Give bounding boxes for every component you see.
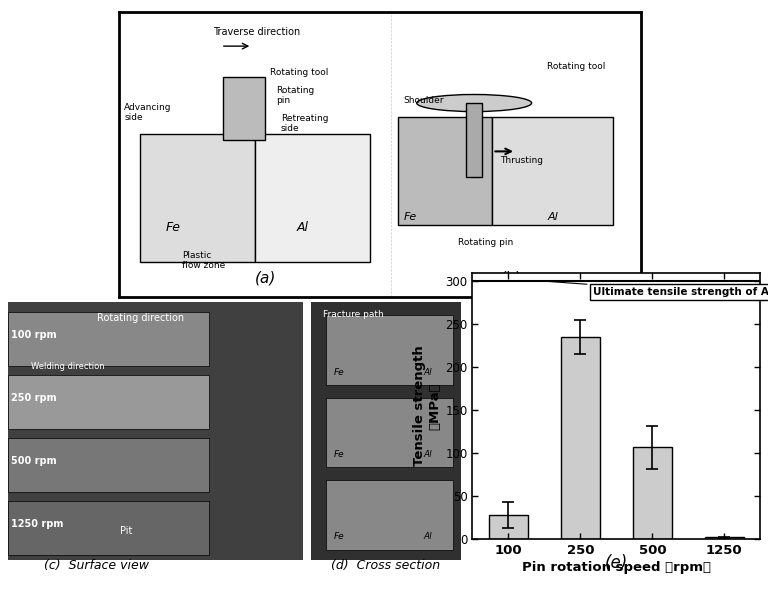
- Bar: [8, 438, 209, 492]
- Text: Pit: Pit: [120, 527, 132, 536]
- Bar: [8, 311, 209, 365]
- Text: Rotating tool: Rotating tool: [270, 68, 329, 77]
- Text: Rotating
pin: Rotating pin: [276, 86, 314, 105]
- Text: Al: Al: [296, 221, 309, 234]
- Bar: [488, 515, 528, 539]
- Text: Al: Al: [423, 450, 432, 459]
- Text: Al: Al: [548, 211, 558, 222]
- Text: Retreating
side: Retreating side: [281, 114, 329, 134]
- Text: Rotating tool: Rotating tool: [548, 62, 606, 71]
- Text: (b): (b): [500, 270, 521, 285]
- Ellipse shape: [417, 95, 531, 111]
- FancyBboxPatch shape: [140, 134, 255, 262]
- FancyBboxPatch shape: [399, 117, 492, 225]
- Bar: [561, 337, 600, 539]
- FancyBboxPatch shape: [492, 117, 613, 225]
- Text: Fracture path: Fracture path: [323, 310, 383, 319]
- Bar: [326, 480, 453, 550]
- Text: Ultimate tensile strength of A5083: Ultimate tensile strength of A5083: [547, 282, 768, 297]
- Text: Rotating direction: Rotating direction: [98, 313, 184, 322]
- Text: Fe: Fe: [333, 368, 344, 377]
- Text: 1250 rpm: 1250 rpm: [11, 519, 63, 529]
- Text: Al: Al: [423, 368, 432, 377]
- Text: Shoulder: Shoulder: [404, 96, 444, 105]
- Text: 100 rpm: 100 rpm: [11, 329, 56, 340]
- Bar: [704, 537, 744, 539]
- Text: Traverse direction: Traverse direction: [213, 27, 300, 37]
- Text: Al: Al: [423, 533, 432, 541]
- Bar: [633, 447, 672, 539]
- Text: Fe: Fe: [166, 221, 181, 234]
- FancyBboxPatch shape: [255, 134, 369, 262]
- Text: Advancing
side: Advancing side: [124, 102, 172, 122]
- Y-axis label: Tensile strength
（MPa）: Tensile strength （MPa）: [413, 346, 441, 466]
- Bar: [326, 398, 453, 467]
- Text: Fe: Fe: [404, 211, 417, 222]
- Text: (d)  Cross section: (d) Cross section: [331, 559, 441, 572]
- Text: (c)  Surface view: (c) Surface view: [44, 559, 149, 572]
- Text: 500 rpm: 500 rpm: [11, 456, 56, 466]
- Text: Plastic
flow zone: Plastic flow zone: [182, 250, 225, 270]
- Text: Thrusting: Thrusting: [500, 156, 543, 165]
- X-axis label: Pin rotation speed （rpm）: Pin rotation speed （rpm）: [521, 561, 711, 574]
- FancyBboxPatch shape: [223, 77, 265, 140]
- FancyBboxPatch shape: [466, 103, 482, 177]
- Bar: [8, 501, 209, 555]
- Bar: [8, 374, 209, 429]
- Bar: [326, 315, 453, 385]
- Text: Fe: Fe: [333, 450, 344, 459]
- Text: (e): (e): [604, 554, 628, 572]
- Text: Welding direction: Welding direction: [31, 362, 105, 371]
- Text: Fe: Fe: [333, 533, 344, 541]
- Text: 250 rpm: 250 rpm: [11, 393, 56, 403]
- Text: Rotating pin: Rotating pin: [458, 238, 514, 247]
- Text: (a): (a): [254, 270, 276, 285]
